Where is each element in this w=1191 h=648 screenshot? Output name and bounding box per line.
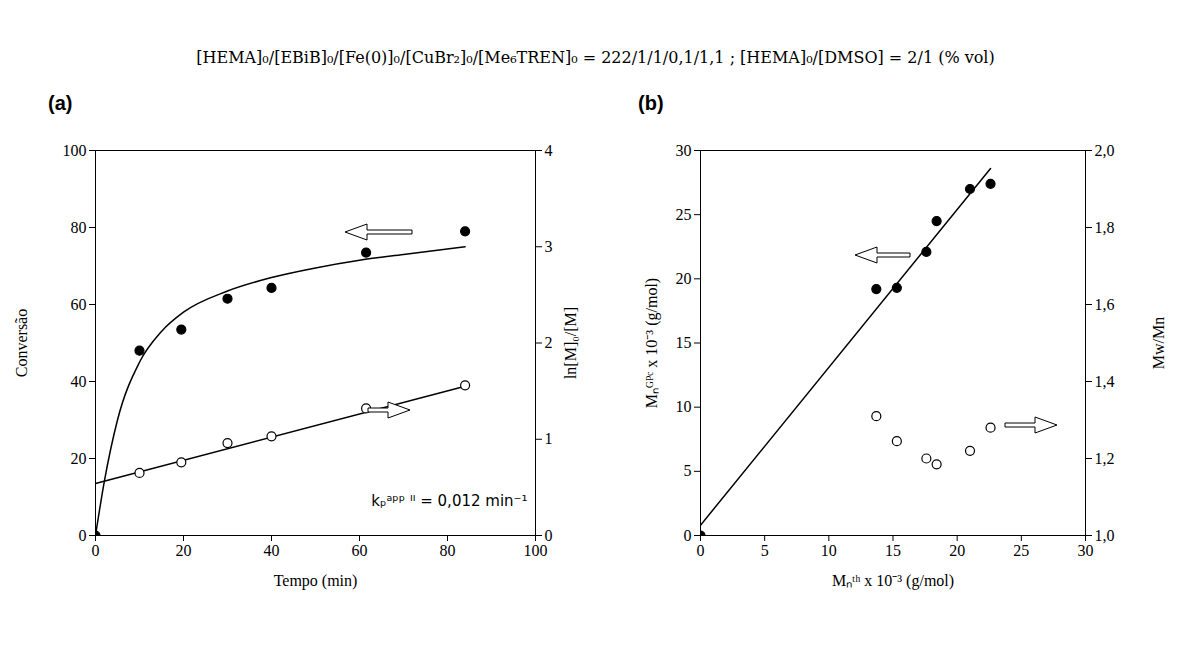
svg-text:10: 10 (821, 542, 837, 559)
svg-text:20: 20 (176, 542, 192, 559)
svg-text:10: 10 (676, 398, 692, 415)
svg-text:0: 0 (79, 527, 87, 544)
svg-text:4: 4 (545, 142, 553, 159)
svg-text:0: 0 (684, 527, 692, 544)
svg-text:Mw/Mn: Mw/Mn (1150, 317, 1167, 369)
svg-text:25: 25 (1013, 542, 1029, 559)
svg-text:100: 100 (524, 542, 548, 559)
svg-text:20: 20 (676, 270, 692, 287)
svg-text:1: 1 (545, 430, 553, 447)
svg-text:60: 60 (71, 296, 87, 313)
svg-text:30: 30 (676, 142, 692, 159)
svg-text:2: 2 (545, 334, 553, 351)
svg-text:80: 80 (440, 542, 456, 559)
svg-text:25: 25 (676, 206, 692, 223)
svg-text:40: 40 (264, 542, 280, 559)
svg-text:5: 5 (761, 542, 769, 559)
svg-text:1,4: 1,4 (1095, 373, 1115, 390)
html-text:(b): (b) (638, 92, 664, 114)
svg-text:Tempo (min): Tempo (min) (274, 572, 358, 590)
svg-text:100: 100 (63, 142, 87, 159)
svg-text:5: 5 (684, 462, 692, 479)
svg-text:Mₙᴳᴾᶜ x 10⁻³ (g/mol): Mₙᴳᴾᶜ x 10⁻³ (g/mol) (643, 278, 661, 408)
svg-text:1,2: 1,2 (1095, 450, 1115, 467)
html-text:(a): (a) (48, 92, 73, 114)
svg-text:Mₙᵗʰ x 10⁻³ (g/mol): Mₙᵗʰ x 10⁻³ (g/mol) (832, 572, 954, 590)
svg-text:Conversão: Conversão (13, 309, 30, 377)
svg-text:0: 0 (92, 542, 100, 559)
svg-text:1,8: 1,8 (1095, 219, 1115, 236)
svg-text:0: 0 (545, 527, 553, 544)
svg-text:60: 60 (352, 542, 368, 559)
svg-text:80: 80 (71, 219, 87, 236)
svg-text:1,0: 1,0 (1095, 527, 1115, 544)
svg-text:3: 3 (545, 238, 553, 255)
html-text:[HEMA]₀/[EBiB]₀/[Fe(0)]₀/[CuBr: [HEMA]₀/[EBiB]₀/[Fe(0)]₀/[CuBr₂]₀/[Me₆TR… (196, 48, 995, 67)
svg-text:ln[M]₀/[M]: ln[M]₀/[M] (562, 307, 579, 379)
svg-text:2,0: 2,0 (1095, 142, 1115, 159)
svg-text:1,6: 1,6 (1095, 296, 1115, 313)
svg-text:40: 40 (71, 373, 87, 390)
svg-text:15: 15 (885, 542, 901, 559)
svg-text:30: 30 (1078, 542, 1094, 559)
svg-text:20: 20 (949, 542, 965, 559)
svg-text:kₚᵃᵖᵖ ᴵᴵ = 0,012 min⁻¹: kₚᵃᵖᵖ ᴵᴵ = 0,012 min⁻¹ (371, 492, 527, 510)
svg-text:0: 0 (697, 542, 705, 559)
svg-text:15: 15 (676, 334, 692, 351)
svg-text:20: 20 (71, 450, 87, 467)
